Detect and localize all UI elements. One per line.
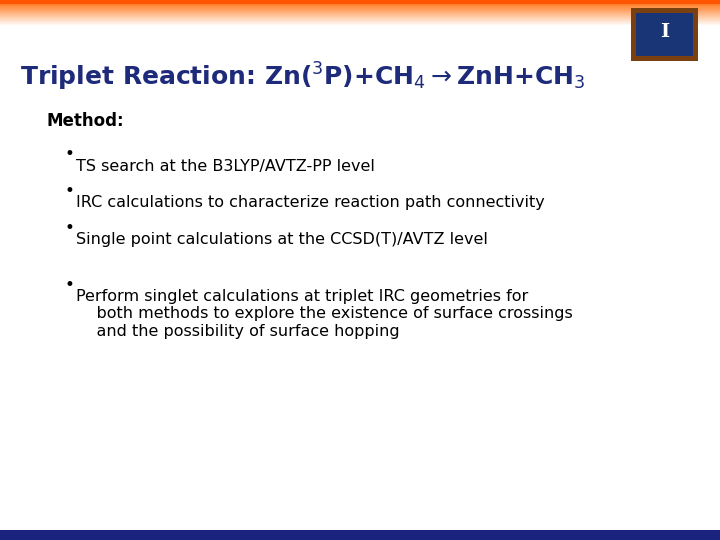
FancyBboxPatch shape	[631, 8, 698, 61]
Text: •: •	[65, 275, 75, 294]
Bar	[0, 530, 720, 540]
FancyBboxPatch shape	[636, 13, 693, 56]
Text: Perform singlet calculations at triplet IRC geometries for
    both methods to e: Perform singlet calculations at triplet …	[76, 289, 572, 339]
Text: Method:: Method:	[47, 112, 125, 131]
Text: Single point calculations at the CCSD(T)/AVTZ level: Single point calculations at the CCSD(T)…	[76, 232, 487, 247]
Text: •: •	[65, 145, 75, 164]
Bar	[0, 0, 720, 4]
Text: •: •	[65, 182, 75, 200]
Text: IRC calculations to characterize reaction path connectivity: IRC calculations to characterize reactio…	[76, 195, 544, 211]
Text: TS search at the B3LYP/AVTZ-PP level: TS search at the B3LYP/AVTZ-PP level	[76, 159, 374, 174]
Text: •: •	[65, 219, 75, 237]
Text: I: I	[660, 23, 669, 41]
Text: Triplet Reaction: Zn($^3$P)+CH$_4$$\rightarrow$ZnH+CH$_3$: Triplet Reaction: Zn($^3$P)+CH$_4$$\righ…	[20, 60, 585, 93]
